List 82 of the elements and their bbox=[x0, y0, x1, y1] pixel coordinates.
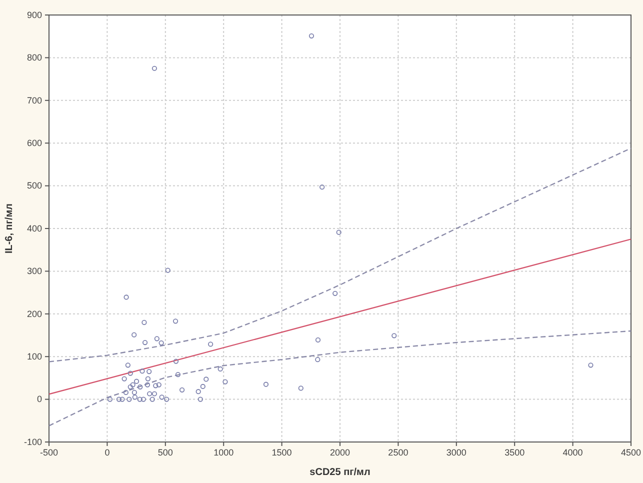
point bbox=[175, 372, 181, 378]
point bbox=[107, 396, 113, 402]
point bbox=[298, 386, 304, 391]
point bbox=[200, 384, 206, 390]
point bbox=[125, 362, 130, 368]
point bbox=[208, 342, 214, 347]
line-series bbox=[49, 148, 631, 362]
x-tick-label: 0 bbox=[104, 447, 110, 458]
point bbox=[122, 376, 127, 382]
x-tick-label: 4000 bbox=[562, 447, 583, 458]
point bbox=[128, 370, 133, 376]
y-tick-label: 700 bbox=[26, 95, 42, 106]
y-tick-label: 800 bbox=[26, 52, 42, 63]
x-axis-title: sCD25 пг/мл bbox=[310, 467, 370, 478]
point bbox=[147, 391, 152, 396]
point bbox=[142, 320, 147, 325]
point bbox=[320, 184, 325, 190]
point bbox=[150, 396, 155, 402]
point bbox=[172, 318, 178, 324]
x-tick-label: -500 bbox=[40, 447, 58, 458]
x-tick-label: 1500 bbox=[272, 447, 292, 458]
point bbox=[132, 332, 137, 338]
point bbox=[116, 396, 122, 402]
point bbox=[146, 368, 152, 374]
point bbox=[222, 379, 228, 384]
point bbox=[138, 384, 143, 390]
point bbox=[263, 382, 269, 387]
point bbox=[154, 336, 160, 342]
point bbox=[130, 382, 136, 388]
y-axis-title: IL-6, пг/мл bbox=[4, 203, 15, 254]
point bbox=[173, 358, 179, 364]
x-tick-label: 1000 bbox=[214, 447, 234, 458]
y-tick-label: 500 bbox=[26, 180, 42, 191]
x-tick-label: 3000 bbox=[446, 447, 466, 458]
point bbox=[152, 66, 158, 71]
line-series bbox=[49, 330, 631, 426]
x-tick-label: 500 bbox=[158, 447, 173, 458]
point bbox=[142, 340, 148, 346]
point bbox=[152, 391, 158, 396]
y-tick-label: 300 bbox=[26, 266, 42, 276]
point bbox=[132, 394, 138, 400]
y-tick-label: 100 bbox=[26, 351, 42, 362]
point bbox=[145, 376, 150, 382]
y-tick-label: 200 bbox=[26, 308, 42, 319]
x-tick-label: 2500 bbox=[388, 447, 408, 458]
point bbox=[165, 268, 170, 273]
point bbox=[156, 382, 162, 388]
point bbox=[137, 396, 142, 402]
point bbox=[392, 333, 397, 338]
y-tick-label: 0 bbox=[36, 394, 42, 404]
point bbox=[196, 389, 201, 394]
point bbox=[164, 396, 170, 402]
y-tick-label: 600 bbox=[26, 138, 42, 148]
point bbox=[128, 384, 133, 390]
y-tick-label: 900 bbox=[26, 10, 42, 20]
point bbox=[179, 387, 185, 392]
point bbox=[134, 378, 140, 384]
point bbox=[315, 357, 320, 362]
point bbox=[336, 230, 342, 235]
point bbox=[159, 394, 164, 400]
point bbox=[140, 368, 145, 374]
point bbox=[204, 376, 209, 382]
point bbox=[124, 294, 129, 300]
x-tick-label: 2000 bbox=[330, 447, 350, 458]
point bbox=[218, 366, 223, 372]
point bbox=[132, 390, 137, 396]
point bbox=[315, 337, 321, 343]
point bbox=[153, 383, 158, 388]
point bbox=[308, 33, 314, 38]
point bbox=[123, 390, 128, 396]
x-tick-label: 3500 bbox=[504, 447, 525, 458]
point bbox=[120, 396, 125, 402]
point bbox=[144, 382, 150, 388]
y-tick-label: 400 bbox=[26, 223, 42, 234]
point bbox=[198, 396, 203, 402]
x-tick-label: 4500 bbox=[620, 447, 642, 458]
point bbox=[332, 290, 338, 296]
point bbox=[126, 396, 132, 402]
point bbox=[158, 340, 164, 346]
point bbox=[588, 362, 594, 368]
point bbox=[140, 396, 146, 402]
y-tick-label: -100 bbox=[24, 436, 42, 447]
